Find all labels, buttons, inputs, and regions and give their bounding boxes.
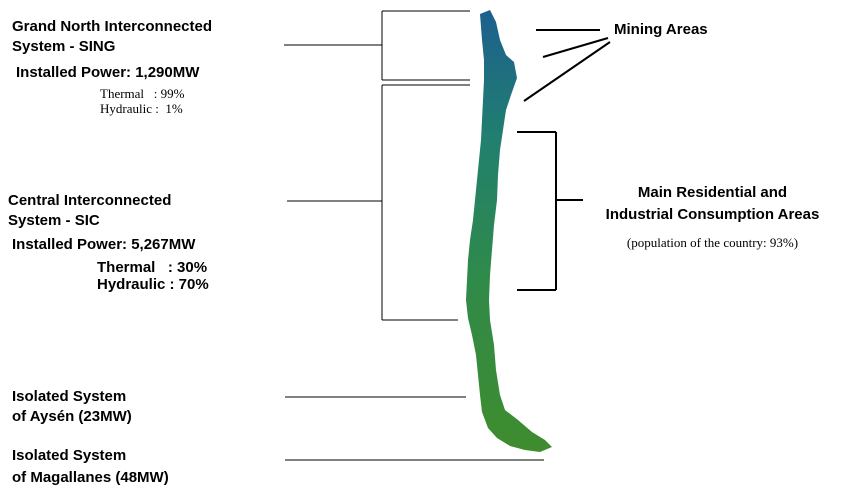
residential-line1: Main Residential and xyxy=(637,184,788,201)
sing-thermal: Thermal : 99% xyxy=(100,86,185,101)
residential-bracket xyxy=(517,131,583,291)
sic-title-line1: Central Interconnected xyxy=(8,192,172,209)
magallanes-line1: Isolated System xyxy=(12,447,127,464)
sic-thermal: Thermal : 30% xyxy=(97,259,208,276)
sing-installed-power: Installed Power: 1,290MW xyxy=(16,64,200,81)
sing-title-line1: Grand North Interconnected xyxy=(12,18,213,35)
sic-title-line2: System - SIC xyxy=(8,212,100,229)
sing-bracket xyxy=(284,10,470,81)
residential-note: (population of the country: 93%) xyxy=(626,235,799,250)
sing-title-line2: System - SING xyxy=(12,38,116,55)
chile-map xyxy=(466,10,552,452)
sic-hydraulic: Hydraulic : 70% xyxy=(97,276,209,293)
sic-bracket xyxy=(287,84,470,321)
aysen-line1: Isolated System xyxy=(12,388,127,405)
magallanes-line2: of Magallanes (48MW) xyxy=(12,469,169,486)
residential-line2: Industrial Consumption Areas xyxy=(605,206,820,223)
mining-areas-label: Mining Areas xyxy=(614,21,708,38)
sing-hydraulic: Hydraulic : 1% xyxy=(100,101,183,116)
sic-installed-power: Installed Power: 5,267MW xyxy=(12,236,196,253)
aysen-line2: of Aysén (23MW) xyxy=(12,408,132,425)
mining-pointers xyxy=(523,29,611,102)
